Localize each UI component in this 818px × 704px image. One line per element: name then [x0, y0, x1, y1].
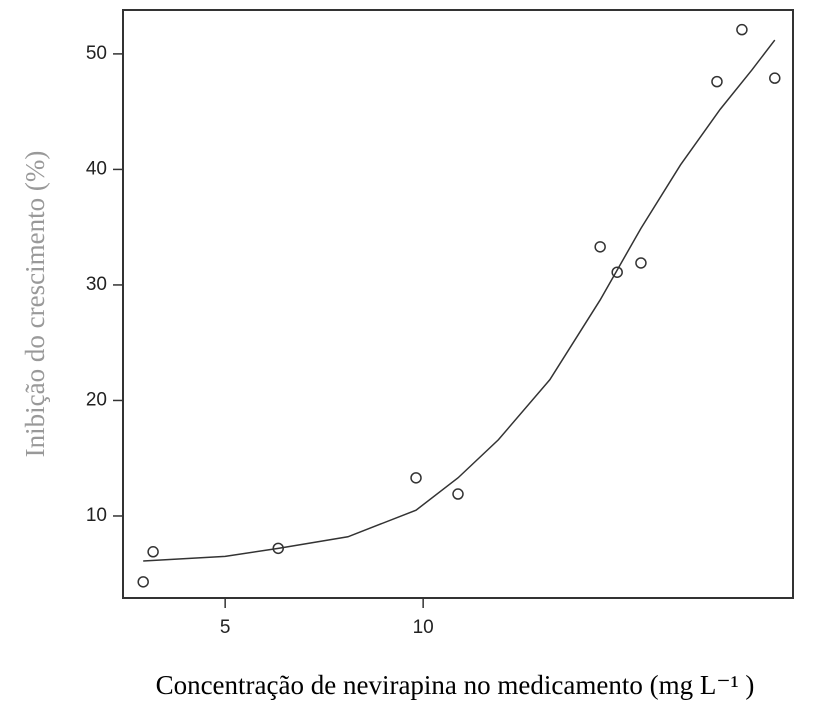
fit-curve — [143, 39, 776, 562]
data-point — [272, 542, 284, 555]
data-point — [137, 576, 149, 588]
data-point — [769, 72, 781, 84]
data-point — [147, 546, 159, 558]
data-point — [594, 241, 606, 253]
x-tick-label: 5 — [220, 617, 231, 638]
y-axis-label: Inibição do crescimento (%) — [20, 151, 50, 458]
y-tick-label: 50 — [86, 43, 107, 64]
y-tick-label: 20 — [86, 389, 107, 410]
y-tick-label: 10 — [86, 505, 107, 526]
y-tick-label: 30 — [86, 274, 107, 295]
data-point — [736, 23, 748, 36]
data-point — [410, 472, 422, 484]
data-point — [711, 75, 723, 88]
plot-frame — [122, 9, 794, 599]
data-point — [452, 488, 464, 500]
x-tick-label: 10 — [413, 617, 434, 638]
data-point — [611, 266, 623, 278]
y-tick-label: 40 — [86, 158, 107, 179]
x-axis-label: Concentração de nevirapina no medicament… — [156, 670, 755, 700]
data-point — [635, 257, 647, 269]
